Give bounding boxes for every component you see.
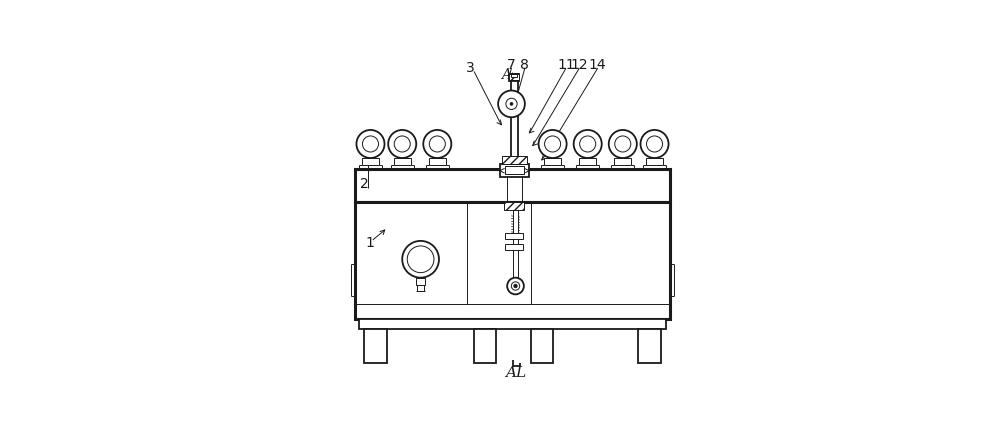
Circle shape (423, 130, 451, 158)
Text: 3: 3 (466, 61, 475, 75)
Circle shape (574, 130, 602, 158)
Text: L: L (515, 366, 525, 380)
Circle shape (498, 91, 525, 117)
Text: 14: 14 (589, 58, 607, 72)
Bar (511, 74, 517, 77)
Bar (474, 329, 496, 363)
Circle shape (402, 241, 439, 278)
Bar (355, 202, 670, 319)
Circle shape (362, 136, 378, 152)
Circle shape (640, 130, 669, 158)
Bar (416, 278, 425, 285)
Text: 7: 7 (507, 58, 516, 72)
Circle shape (580, 136, 596, 152)
Bar (505, 233, 523, 239)
Bar (614, 158, 631, 165)
Bar (359, 319, 666, 329)
Bar (355, 169, 670, 202)
Bar (500, 164, 529, 178)
Bar (505, 244, 523, 250)
Circle shape (510, 102, 513, 105)
Bar (511, 74, 518, 169)
Circle shape (388, 130, 416, 158)
Bar (509, 75, 519, 80)
Circle shape (545, 136, 561, 152)
Text: A: A (501, 69, 511, 82)
Text: 2: 2 (360, 177, 369, 191)
Bar (579, 158, 596, 165)
Bar (504, 202, 524, 210)
Circle shape (506, 98, 517, 109)
Bar (509, 74, 519, 81)
Bar (502, 156, 527, 164)
Bar (646, 158, 663, 165)
Bar (505, 166, 524, 174)
Circle shape (407, 246, 434, 273)
Text: A: A (505, 366, 516, 380)
Text: 11: 11 (557, 58, 575, 72)
Circle shape (539, 130, 567, 158)
Bar (394, 158, 411, 165)
Text: 12: 12 (571, 58, 588, 72)
Text: 8: 8 (520, 58, 529, 72)
Bar (531, 329, 553, 363)
Circle shape (609, 130, 637, 158)
Circle shape (514, 284, 517, 288)
Circle shape (394, 136, 410, 152)
Bar (544, 158, 561, 165)
Circle shape (511, 282, 520, 290)
Circle shape (507, 278, 524, 294)
Bar (638, 329, 661, 363)
Bar (362, 158, 379, 165)
Circle shape (356, 130, 385, 158)
Circle shape (615, 136, 631, 152)
Bar (429, 158, 446, 165)
Circle shape (647, 136, 663, 152)
Bar (364, 329, 387, 363)
Text: 1: 1 (365, 236, 374, 250)
Circle shape (429, 136, 445, 152)
Bar (513, 202, 518, 279)
